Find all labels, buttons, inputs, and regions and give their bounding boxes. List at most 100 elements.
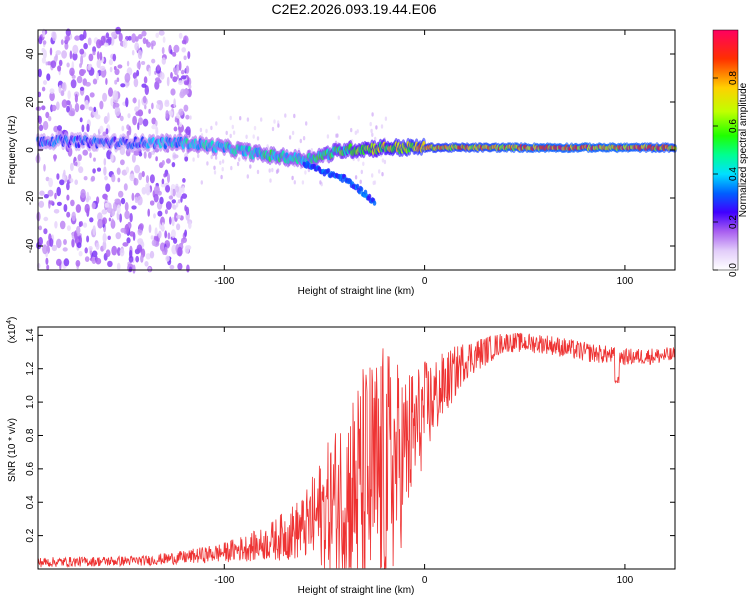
spectrogram-y-tick-label: 0 bbox=[25, 147, 36, 153]
branch-mark bbox=[367, 193, 372, 199]
noise-blob bbox=[145, 253, 151, 260]
noise-blob bbox=[148, 108, 151, 114]
noise-blob bbox=[53, 209, 60, 214]
noise-blob bbox=[116, 77, 120, 82]
noise-blob bbox=[49, 238, 54, 247]
noise-blob bbox=[87, 64, 92, 71]
spectrogram-content bbox=[35, 26, 678, 274]
noise-blob bbox=[38, 124, 44, 132]
noise-blob bbox=[79, 48, 85, 55]
noise-blob bbox=[45, 257, 49, 265]
noise-blob bbox=[59, 179, 65, 186]
noise-blob bbox=[151, 117, 157, 125]
noise-blob bbox=[159, 196, 164, 205]
noise-blob bbox=[124, 210, 130, 220]
noise-blob bbox=[121, 125, 125, 132]
noise-blob bbox=[134, 164, 141, 174]
noise-blob bbox=[68, 110, 75, 117]
noise-blob bbox=[72, 44, 79, 55]
noise-blob bbox=[76, 226, 81, 235]
noise-blob bbox=[132, 264, 136, 274]
noise-blob bbox=[128, 255, 134, 263]
noise-blob bbox=[185, 114, 190, 120]
noise-blob bbox=[184, 205, 187, 212]
noise-blob bbox=[42, 120, 49, 131]
noise-blob bbox=[95, 257, 102, 265]
noise-blob bbox=[92, 225, 96, 236]
noise-blob bbox=[178, 80, 183, 86]
noise-blob bbox=[177, 199, 181, 204]
noise-blob bbox=[107, 112, 110, 122]
noise-blob bbox=[41, 57, 47, 64]
branch-mark bbox=[372, 200, 377, 206]
noise-blob bbox=[128, 125, 132, 136]
noise-blob bbox=[148, 224, 152, 234]
noise-blob bbox=[161, 222, 165, 231]
noise-blob bbox=[221, 159, 225, 164]
noise-blob bbox=[84, 256, 90, 262]
noise-blob bbox=[134, 42, 140, 51]
noise-blob bbox=[299, 138, 302, 144]
noise-blob bbox=[46, 73, 51, 81]
noise-blob bbox=[221, 167, 224, 172]
noise-blob bbox=[151, 43, 154, 50]
noise-blob bbox=[268, 168, 271, 173]
noise-blob bbox=[125, 166, 130, 174]
noise-blob bbox=[99, 125, 104, 133]
noise-blob bbox=[171, 216, 175, 227]
noise-blob bbox=[80, 188, 86, 199]
noise-blob bbox=[74, 93, 78, 103]
noise-blob bbox=[132, 97, 137, 104]
noise-blob bbox=[66, 225, 71, 232]
noise-blob bbox=[360, 169, 363, 175]
noise-blob bbox=[142, 95, 147, 104]
noise-blob bbox=[49, 88, 55, 94]
noise-blob bbox=[197, 153, 200, 159]
snr-y-tick-label: 0.4 bbox=[25, 495, 36, 509]
noise-blob bbox=[66, 105, 70, 113]
snr-content bbox=[37, 332, 676, 569]
noise-blob bbox=[155, 32, 159, 38]
noise-blob bbox=[378, 169, 381, 174]
noise-blob bbox=[141, 83, 147, 88]
noise-blob bbox=[271, 126, 275, 132]
noise-blob bbox=[110, 152, 114, 162]
noise-blob bbox=[74, 179, 78, 185]
noise-blob bbox=[170, 229, 176, 239]
noise-blob bbox=[66, 62, 70, 68]
noise-blob bbox=[99, 100, 104, 110]
noise-blob bbox=[85, 81, 91, 87]
noise-blob bbox=[47, 189, 54, 197]
noise-blob bbox=[63, 258, 70, 267]
noise-blob bbox=[150, 235, 154, 240]
noise-blob bbox=[131, 192, 135, 201]
noise-blob bbox=[156, 64, 161, 71]
noise-blob bbox=[381, 158, 385, 163]
noise-blob bbox=[210, 154, 213, 160]
noise-blob bbox=[177, 262, 183, 271]
noise-blob bbox=[220, 174, 223, 180]
noise-blob bbox=[184, 229, 188, 237]
noise-blob bbox=[155, 156, 158, 162]
noise-blob bbox=[249, 164, 252, 169]
noise-blob bbox=[49, 91, 55, 102]
noise-blob bbox=[84, 247, 88, 254]
noise-blob bbox=[291, 175, 294, 181]
noise-blob bbox=[176, 118, 180, 126]
noise-blob bbox=[178, 60, 182, 71]
noise-blob bbox=[170, 187, 173, 198]
noise-blob bbox=[80, 104, 85, 111]
noise-blob bbox=[236, 161, 240, 167]
noise-blob bbox=[383, 159, 387, 165]
noise-blob bbox=[77, 154, 82, 162]
noise-blob bbox=[176, 223, 181, 231]
noise-blob bbox=[229, 133, 232, 139]
noise-blob bbox=[158, 30, 165, 36]
noise-blob bbox=[154, 227, 158, 237]
noise-blob bbox=[229, 115, 232, 121]
noise-blob bbox=[102, 92, 108, 102]
noise-blob bbox=[103, 42, 109, 47]
noise-blob bbox=[137, 34, 143, 40]
noise-blob bbox=[155, 103, 161, 110]
